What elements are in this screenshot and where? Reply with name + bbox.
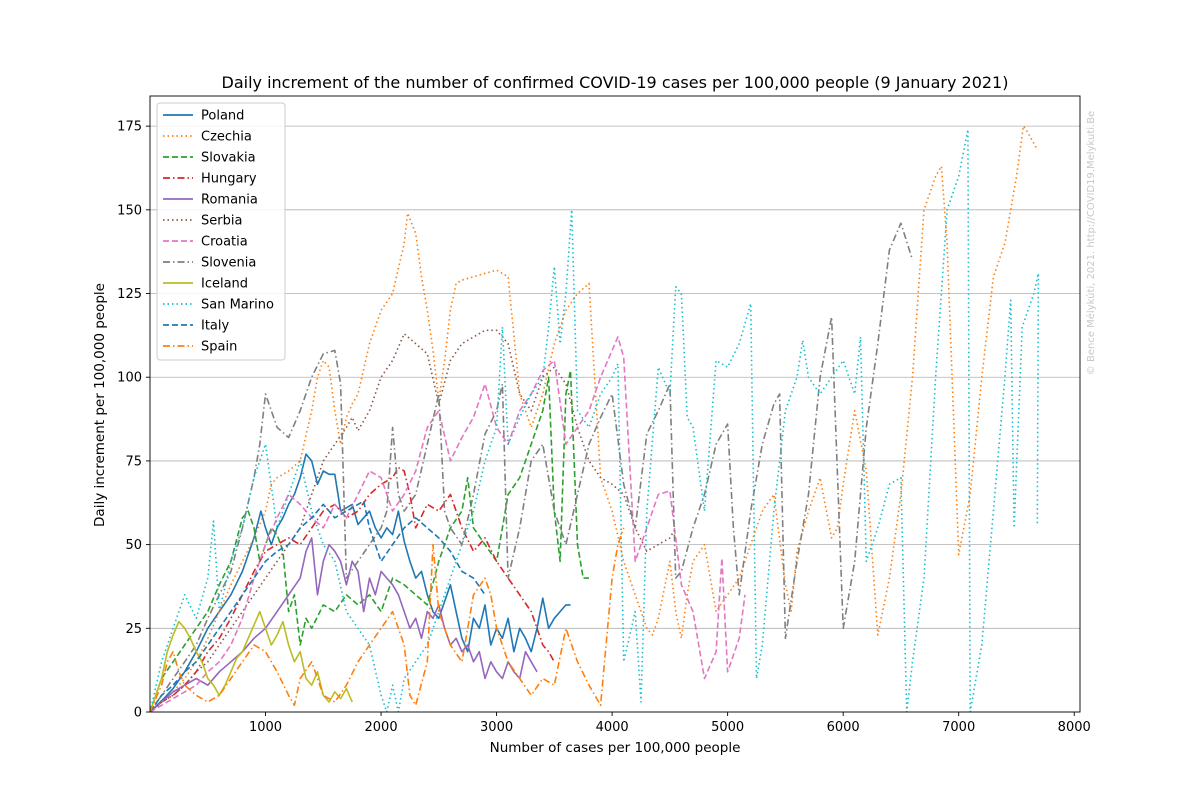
- y-tick-label-0: 0: [134, 706, 142, 721]
- y-tick-label-5: 125: [117, 287, 142, 302]
- y-axis-label: Daily increment per 100,000 people: [92, 283, 108, 527]
- axes: 1000 2000 3000 4000 5000 6000 7000 8000 0 25 50 75 1…: [117, 95, 1091, 735]
- legend: Poland Czechia Slovakia Hungary Romania Serbi…: [156, 102, 286, 361]
- watermark-text: © Bence Mélykúti, 2021. http://COVID19.M…: [1085, 111, 1097, 375]
- series-line-slovakia: [150, 369, 589, 712]
- y-tick-label-4: 100: [117, 371, 142, 386]
- plot-frame: [149, 95, 1081, 713]
- series-line-czechia: [150, 125, 1038, 712]
- y-tick-label-1: 25: [125, 622, 142, 637]
- legend-label-spain: Spain: [201, 340, 237, 355]
- x-tick-label-6: 7000: [942, 720, 975, 735]
- legend-label-italy: Italy: [201, 319, 230, 334]
- legend-label-romania: Romania: [201, 193, 258, 208]
- chart-title: Daily increment of the number of confirm…: [222, 73, 1009, 92]
- legend-label-czechia: Czechia: [201, 130, 252, 145]
- series-line-poland: [150, 453, 571, 712]
- plot-area: [150, 125, 1040, 712]
- legend-label-hungary: Hungary: [201, 172, 257, 187]
- x-tick-label-1: 2000: [365, 720, 398, 735]
- legend-label-san-marino: San Marino: [201, 298, 274, 313]
- legend-label-serbia: Serbia: [201, 214, 242, 229]
- x-tick-label-4: 5000: [711, 720, 744, 735]
- y-tick-label-7: 175: [117, 120, 142, 135]
- x-tick-label-0: 1000: [249, 720, 282, 735]
- x-tick-label-5: 6000: [827, 720, 860, 735]
- legend-box: [156, 102, 286, 361]
- series-line-romania: [150, 537, 538, 712]
- x-tick-label-3: 4000: [596, 720, 629, 735]
- x-tick-label-7: 8000: [1058, 720, 1091, 735]
- series-line-italy: [150, 500, 486, 712]
- series-line-croatia: [150, 336, 746, 712]
- legend-label-croatia: Croatia: [201, 235, 248, 250]
- x-axis-label: Number of cases per 100,000 people: [490, 740, 741, 756]
- y-tick-label-2: 50: [125, 538, 142, 553]
- x-tick-label-2: 3000: [480, 720, 513, 735]
- series-line-spain: [150, 527, 625, 712]
- series-line-iceland: [150, 610, 353, 712]
- legend-label-iceland: Iceland: [201, 277, 248, 292]
- y-tick-label-6: 150: [117, 203, 142, 218]
- legend-label-poland: Poland: [201, 109, 244, 124]
- legend-label-slovenia: Slovenia: [201, 256, 256, 271]
- series-line-hungary: [150, 466, 555, 712]
- legend-label-slovakia: Slovakia: [201, 151, 256, 166]
- y-tick-label-3: 75: [125, 454, 142, 469]
